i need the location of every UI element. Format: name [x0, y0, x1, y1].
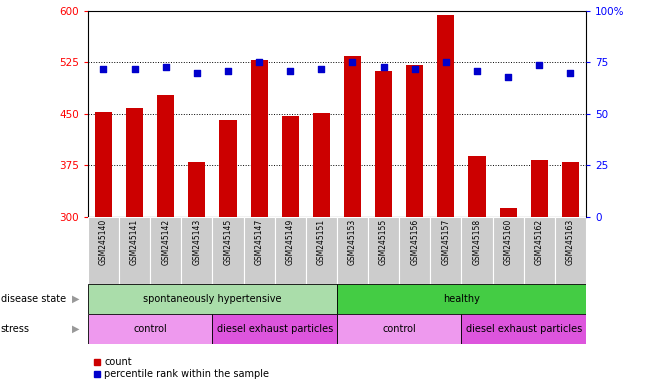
Bar [150, 217, 181, 284]
Text: GSM245151: GSM245151 [317, 218, 326, 265]
Bar [469, 156, 486, 217]
Text: GSM245157: GSM245157 [441, 218, 450, 265]
Bar [368, 217, 399, 284]
Bar [312, 113, 330, 217]
Text: control: control [133, 324, 167, 334]
Bar [562, 162, 579, 217]
Text: GSM245142: GSM245142 [161, 218, 170, 265]
Text: healthy: healthy [443, 294, 480, 304]
Point [316, 66, 327, 72]
Bar [523, 217, 555, 284]
Bar [119, 217, 150, 284]
Point [472, 68, 482, 74]
Bar [406, 65, 423, 217]
Bar [344, 56, 361, 217]
Text: GSM245145: GSM245145 [223, 218, 232, 265]
Text: ▶: ▶ [72, 324, 80, 334]
Bar [499, 209, 517, 217]
Bar [219, 120, 236, 217]
Text: GSM245160: GSM245160 [504, 218, 512, 265]
Point [285, 68, 296, 74]
Text: diesel exhaust particles: diesel exhaust particles [217, 324, 333, 334]
Bar [375, 71, 392, 217]
Point [503, 74, 513, 80]
Text: GSM245163: GSM245163 [566, 218, 575, 265]
Point [378, 63, 389, 70]
Text: GSM245162: GSM245162 [534, 218, 544, 265]
Bar [188, 162, 205, 217]
Bar [212, 217, 243, 284]
Point [223, 68, 233, 74]
Text: diesel exhaust particles: diesel exhaust particles [465, 324, 582, 334]
Bar [555, 217, 586, 284]
Text: control: control [382, 324, 416, 334]
Text: GSM245153: GSM245153 [348, 218, 357, 265]
Bar [462, 314, 586, 344]
Point [161, 63, 171, 70]
Bar [437, 15, 454, 217]
Text: GSM245149: GSM245149 [286, 218, 295, 265]
Bar [399, 217, 430, 284]
Text: GSM245155: GSM245155 [379, 218, 388, 265]
Point [534, 61, 544, 68]
Point [409, 66, 420, 72]
Bar [337, 284, 586, 314]
Legend: count, percentile rank within the sample: count, percentile rank within the sample [92, 357, 270, 379]
Bar [275, 217, 306, 284]
Bar [462, 217, 493, 284]
Bar [88, 284, 337, 314]
Text: spontaneously hypertensive: spontaneously hypertensive [143, 294, 282, 304]
Point [347, 60, 357, 66]
Text: GSM245140: GSM245140 [99, 218, 108, 265]
Bar [337, 314, 462, 344]
Bar [181, 217, 212, 284]
Point [254, 60, 264, 66]
Bar [212, 314, 337, 344]
Bar [493, 217, 523, 284]
Text: GSM245147: GSM245147 [255, 218, 264, 265]
Text: GSM245158: GSM245158 [473, 218, 482, 265]
Bar [430, 217, 462, 284]
Text: stress: stress [1, 324, 30, 334]
Bar [282, 116, 299, 217]
Bar [95, 113, 112, 217]
Text: disease state: disease state [1, 294, 66, 304]
Bar [243, 217, 275, 284]
Point [191, 70, 202, 76]
Bar [337, 217, 368, 284]
Bar [251, 60, 268, 217]
Point [98, 66, 109, 72]
Text: GSM245143: GSM245143 [192, 218, 201, 265]
Point [130, 66, 140, 72]
Point [565, 70, 575, 76]
Text: GSM245156: GSM245156 [410, 218, 419, 265]
Text: GSM245141: GSM245141 [130, 218, 139, 265]
Bar [157, 95, 174, 217]
Bar [126, 108, 143, 217]
Bar [88, 217, 119, 284]
Bar [531, 160, 547, 217]
Bar [88, 314, 212, 344]
Point [441, 60, 451, 66]
Text: ▶: ▶ [72, 294, 80, 304]
Bar [306, 217, 337, 284]
